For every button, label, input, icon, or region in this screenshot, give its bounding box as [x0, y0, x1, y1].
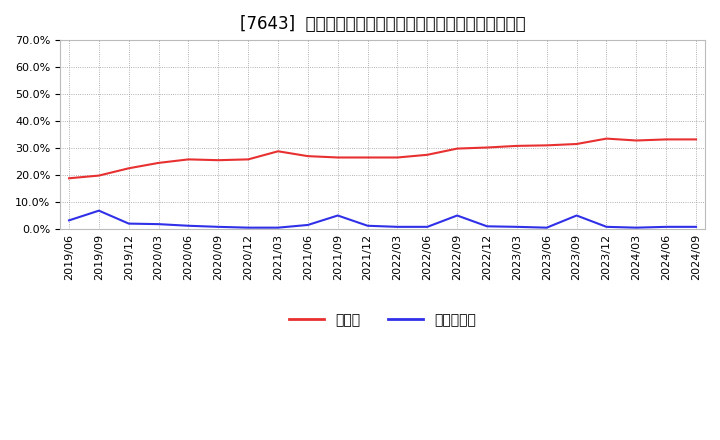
Legend: 現頲金, 有利子負債: 現頲金, 有利子負債: [284, 308, 482, 333]
Title: [7643]  現頲金、有利子負債の総資産に対する比率の推移: [7643] 現頲金、有利子負債の総資産に対する比率の推移: [240, 15, 526, 33]
